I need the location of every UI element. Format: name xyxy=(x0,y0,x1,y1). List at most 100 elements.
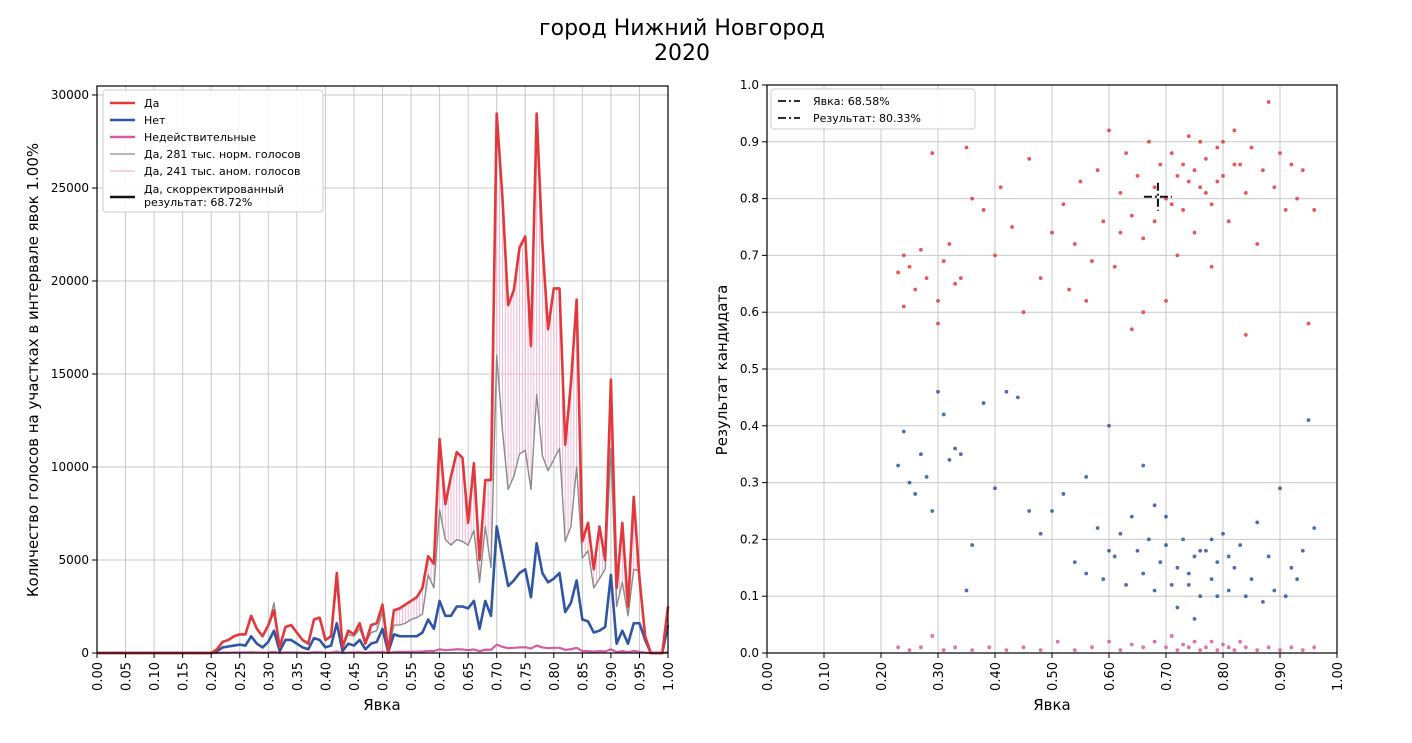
x-tick-label: 0.35 xyxy=(291,662,306,691)
y-tick-label: 0.6 xyxy=(740,305,759,319)
scatter-point-no xyxy=(1221,531,1225,536)
scatter-point-yes xyxy=(1261,168,1265,173)
x-tick-label: 0.40 xyxy=(989,662,1004,691)
scatter-point-yes xyxy=(1243,191,1248,195)
scatter-point-no xyxy=(1300,548,1305,553)
y-tick-label: 0.9 xyxy=(740,135,759,149)
scatter-point-yes xyxy=(1186,134,1191,139)
scatter-point-no xyxy=(1249,577,1254,582)
scatter-point-yes xyxy=(1107,128,1111,133)
scatter-point-no xyxy=(930,509,935,513)
scatter-point-yes xyxy=(1272,185,1277,190)
scatter-point-no xyxy=(924,475,929,479)
scatter-point-invalid xyxy=(1118,648,1123,653)
scatter-point-no xyxy=(1147,537,1151,542)
scatter-point-invalid xyxy=(1186,645,1191,650)
x-tick-label: 0.00 xyxy=(761,662,776,691)
scatter-point-yes xyxy=(1118,230,1123,235)
scatter-point-yes xyxy=(1295,196,1299,201)
scatter-point-no xyxy=(1027,509,1032,513)
scatter-point-no xyxy=(1084,571,1089,576)
scatter-point-yes xyxy=(1152,185,1157,190)
scatter-point-invalid xyxy=(1175,648,1180,653)
scatter-point-yes xyxy=(1283,208,1288,212)
scatter-point-yes xyxy=(919,247,923,252)
x-tick-label: 0.55 xyxy=(405,662,420,691)
scatter-point-invalid xyxy=(1266,645,1271,650)
scatter-point-invalid xyxy=(1278,648,1282,653)
scatter-point-no xyxy=(953,446,957,451)
scatter-point-invalid xyxy=(1238,639,1242,644)
x-tick-label: 0.10 xyxy=(148,662,163,691)
scatter-point-no xyxy=(1198,548,1203,553)
scatter-point-yes xyxy=(913,287,918,292)
x-tick-label: 0.30 xyxy=(262,662,277,691)
scatter-point-yes xyxy=(947,242,952,246)
scatter-point-invalid xyxy=(1232,648,1237,653)
scatter-point-yes xyxy=(1232,128,1237,133)
scatter-point-yes xyxy=(1198,185,1203,190)
scatter-point-yes xyxy=(1129,327,1134,332)
scatter-point-no xyxy=(970,543,975,547)
scatter-point-yes xyxy=(1289,162,1294,167)
scatter-point-yes xyxy=(1129,213,1134,218)
scatter-point-no xyxy=(947,457,952,462)
scatter-point-no xyxy=(1306,418,1311,423)
y-tick-label: 10000 xyxy=(51,460,89,474)
y-tick-label: 0.4 xyxy=(740,419,759,433)
scatter-point-yes xyxy=(1050,230,1054,235)
scatter-point-yes xyxy=(1027,156,1032,161)
scatter-point-yes xyxy=(1010,225,1014,229)
scatter-point-yes xyxy=(953,281,957,286)
scatter-point-no xyxy=(913,492,918,496)
scatter-point-invalid xyxy=(1243,645,1248,650)
scatter-point-yes xyxy=(1169,202,1174,207)
x-tick-label: 0.90 xyxy=(605,662,620,691)
scatter-point-yes xyxy=(1181,208,1185,212)
y-tick-label: 0.0 xyxy=(740,646,759,660)
legend-label-normal: Да, 281 тыс. норм. голосов xyxy=(144,148,301,161)
scatter-point-no xyxy=(1255,520,1260,525)
scatter-point-invalid xyxy=(930,634,935,638)
left-legend-box xyxy=(102,89,324,213)
scatter-point-no xyxy=(941,412,946,417)
scatter-point-invalid xyxy=(941,648,946,653)
scatter-point-no xyxy=(1084,475,1089,479)
y-tick-label: 0.3 xyxy=(740,476,759,490)
scatter-point-invalid xyxy=(1072,648,1077,653)
left-legend: Да Нет Недействительные Да, 281 тыс. норм. … xyxy=(102,89,324,213)
x-tick-label: 0.00 xyxy=(91,662,106,691)
scatter-point-yes xyxy=(1221,139,1225,144)
scatter-point-invalid xyxy=(907,648,912,653)
x-tick-label: 0.45 xyxy=(348,662,363,691)
y-tick-label: 0.2 xyxy=(740,532,759,546)
scatter-point-invalid xyxy=(1164,645,1168,650)
scatter-point-no xyxy=(1175,605,1180,610)
scatter-point-invalid xyxy=(1090,645,1094,650)
scatter-point-yes xyxy=(1095,168,1100,173)
right-legend: Явка: 68.58% Результат: 80.33% xyxy=(770,88,976,130)
scatter-point-no xyxy=(1095,526,1100,530)
scatter-point-yes xyxy=(1061,202,1066,207)
scatter-point-invalid xyxy=(1038,648,1043,653)
legend-label-invalid: Недействительные xyxy=(144,131,256,144)
scatter-point-no xyxy=(1238,543,1242,547)
right-legend-box xyxy=(770,88,976,130)
y-tick-label: 25000 xyxy=(51,181,89,195)
scatter-point-invalid xyxy=(1181,642,1185,647)
scatter-point-no xyxy=(1261,599,1265,604)
scatter-point-no xyxy=(1192,554,1197,559)
scatter-point-yes xyxy=(907,264,912,269)
scatter-point-yes xyxy=(1141,310,1146,315)
scatter-point-yes xyxy=(1124,151,1128,156)
left-ticks: 0.00 0.05 0.10 0.15 0.20 0.25 0.30 0.35 0.40 0.45… xyxy=(51,88,677,691)
y-tick-label: 0.5 xyxy=(740,362,759,376)
x-tick-label: 0.80 xyxy=(548,662,563,691)
scatter-point-invalid xyxy=(953,645,957,650)
scatter-point-no xyxy=(1164,514,1168,519)
x-tick-label: 0.20 xyxy=(205,662,220,691)
legend-turnout-label: Явка: 68.58% xyxy=(813,95,890,108)
scatter-point-no xyxy=(1141,463,1146,468)
scatter-point-yes xyxy=(1112,264,1117,269)
scatter-point-no xyxy=(1004,389,1009,394)
